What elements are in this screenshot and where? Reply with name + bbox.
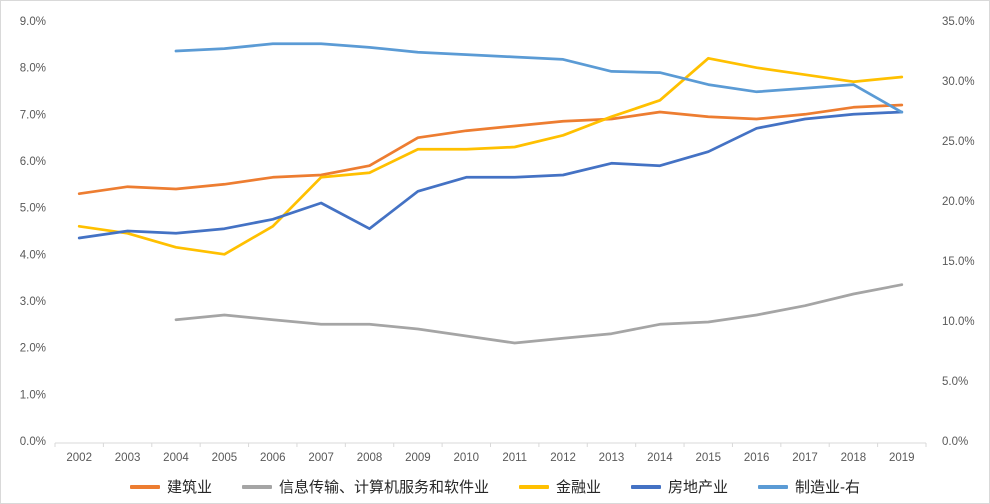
legend-label-construction: 建筑业 [166,478,212,496]
legend-label-finance: 金融业 [556,478,602,496]
chart-legend: 建筑业 信息传输、计算机服务和软件业 金融业 房地产业 制造业-右 [1,474,989,500]
y-right-tick-label: 0.0% [942,436,968,448]
x-tick-label: 2008 [357,452,383,464]
x-tick-label: 2002 [66,452,92,464]
y-right-tick-label: 30.0% [942,76,975,88]
y-right-tick-label: 35.0% [942,16,975,28]
y-left-tick-label: 7.0% [20,109,46,121]
series-line-finance [77,56,904,256]
x-tick-label: 2009 [405,452,431,464]
y-left-tick-label: 8.0% [20,63,46,75]
y-left-tick-label: 4.0% [20,249,46,261]
y-left-tick-label: 0.0% [20,436,46,448]
legend-item-real-estate: 房地产业 [631,480,728,495]
x-tick-label: 2004 [163,452,189,464]
legend-item-construction: 建筑业 [129,478,212,496]
x-tick-label: 2014 [647,452,673,464]
legend-label-manufacturing: 制造业-右 [795,478,861,496]
y-left-tick-label: 9.0% [20,16,46,28]
x-tick-label: 2007 [308,452,334,464]
y-left-tick-label: 2.0% [20,343,46,355]
x-tick-label: 2018 [841,452,867,464]
y-right-tick-label: 15.0% [942,256,975,268]
x-tick-label: 2015 [695,452,721,464]
legend-swatch-it-software [241,485,272,489]
series-line-it-software [174,283,904,345]
x-tick-label: 2005 [212,452,238,464]
y-left-tick-label: 6.0% [20,156,46,168]
y-left-tick-label: 1.0% [20,389,46,401]
legend-swatch-construction [129,485,160,489]
y-right-tick-label: 5.0% [942,376,968,388]
legend-label-it-software: 信息传输、计算机服务和软件业 [278,478,489,496]
y-right-tick-label: 10.0% [942,316,975,328]
y-right-tick-label: 25.0% [942,136,975,148]
legend-label-real-estate: 房地产业 [668,478,729,496]
x-tick-label: 2017 [792,452,818,464]
legend-swatch-finance [519,485,549,489]
legend-item-finance: 金融业 [519,480,601,495]
x-tick-label: 2016 [744,452,770,464]
y-left-tick-label: 3.0% [20,296,46,308]
legend-item-manufacturing: 制造业-右 [758,480,860,495]
legend-swatch-manufacturing [758,485,789,489]
x-tick-label: 2006 [260,452,286,464]
series-line-real-estate [77,110,904,240]
x-tick-label: 2011 [502,452,527,464]
x-tick-label: 2012 [550,452,576,464]
x-tick-label: 2019 [889,452,915,464]
legend-item-it-software: 信息传输、计算机服务和软件业 [241,478,489,496]
legend-swatch-real-estate [631,485,662,489]
y-right-tick-label: 20.0% [942,196,975,208]
x-tick-label: 2010 [454,452,480,464]
x-tick-label: 2013 [599,452,625,464]
series-line-manufacturing [174,42,904,114]
x-tick-label: 2003 [115,452,141,464]
series-line-construction [77,103,904,196]
y-left-tick-label: 5.0% [20,203,46,215]
